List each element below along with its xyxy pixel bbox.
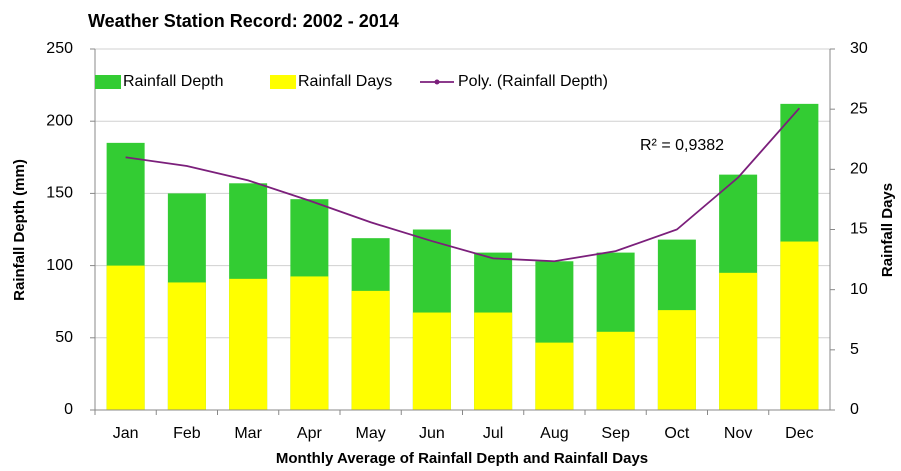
y-tick-label: 50 [55, 329, 73, 346]
bar [167, 282, 206, 410]
y-axis-title: Rainfall Depth (mm) [11, 159, 28, 301]
bar [657, 310, 696, 410]
bar [351, 290, 390, 410]
legend-marker [434, 79, 440, 85]
bar [106, 265, 145, 410]
y2-axis-title: Rainfall Days [879, 183, 896, 277]
bar [719, 272, 758, 410]
y2-tick-label: 25 [850, 100, 868, 117]
bar [412, 312, 451, 410]
y-tick-label: 250 [46, 40, 73, 57]
x-tick-label: May [356, 425, 386, 442]
bar [229, 278, 268, 410]
y-tick-label: 100 [46, 257, 73, 274]
y2-tick-label: 5 [850, 341, 859, 358]
x-tick-label: Mar [234, 425, 262, 442]
y2-tick-label: 30 [850, 40, 868, 57]
bar [474, 312, 513, 410]
x-tick-label: Dec [785, 425, 813, 442]
x-tick-label: Apr [297, 425, 323, 442]
y2-tick-label: 0 [850, 401, 859, 418]
trend-line [125, 107, 801, 263]
legend-label: Rainfall Days [298, 73, 392, 90]
x-axis-title: Monthly Average of Rainfall Depth and Ra… [276, 450, 648, 467]
x-tick-label: Oct [664, 425, 689, 442]
y2-tick-label: 10 [850, 281, 868, 298]
legend-label: Poly. (Rainfall Depth) [458, 73, 608, 90]
x-tick-label: Jan [113, 425, 139, 442]
x-tick-label: Jun [419, 425, 445, 442]
x-tick-label: Nov [724, 425, 752, 442]
x-tick-label: Sep [601, 425, 630, 442]
y-tick-label: 150 [46, 185, 73, 202]
x-tick-label: Jul [483, 425, 503, 442]
y-tick-label: 200 [46, 112, 73, 129]
chart-title: Weather Station Record: 2002 - 2014 [88, 11, 399, 31]
bar [290, 276, 329, 410]
y-tick-label: 0 [64, 401, 73, 418]
legend-swatch [270, 75, 296, 89]
bar [535, 342, 574, 410]
bar [596, 331, 635, 410]
annotation: R² = 0,9382 [640, 137, 724, 154]
legend-label: Rainfall Depth [123, 73, 224, 90]
x-tick-label: Aug [540, 425, 568, 442]
y2-tick-label: 20 [850, 161, 868, 178]
y2-tick-label: 15 [850, 221, 868, 238]
x-tick-label: Feb [173, 425, 201, 442]
legend-swatch [95, 75, 121, 89]
bar [780, 241, 819, 410]
